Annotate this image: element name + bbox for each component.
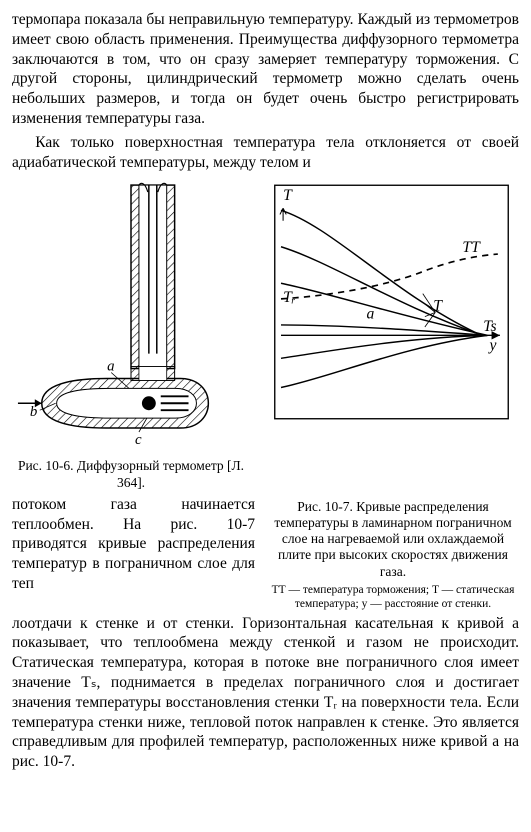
label-c: c [135,432,142,448]
paragraph-3b: лоотдачи к стенке и от стенки. Горизонта… [12,614,519,773]
fig-10-7-caption-main: Рис. 10-7. Кривые распределения температ… [274,499,511,579]
label-Ts: Ts [483,318,496,335]
figure-10-7-image: T y Tᵣ TТ a [264,179,519,431]
label-a: a [107,358,114,374]
wrap-block: Рис. 10-7. Кривые распределения температ… [12,495,519,614]
paragraph-1: термопара показала бы неправильную темпе… [12,10,519,129]
label-a2: a [366,305,374,322]
paragraph-2: Как только поверхностная температура тел… [12,133,519,173]
figure-10-7-caption: Рис. 10-7. Кривые распределения температ… [267,499,519,612]
figure-10-6: a b c Рис. 10-6. Диффузорный термометр [… [12,179,250,491]
figure-10-6-caption: Рис. 10-6. Диффузорный термометр [Л. 364… [12,458,250,490]
figure-10-7-caption-block: Рис. 10-7. Кривые распределения температ… [267,495,519,612]
figure-10-7: T y Tᵣ TТ a [264,179,519,491]
figure-row: a b c Рис. 10-6. Диффузорный термометр [… [12,179,519,491]
label-b: b [30,404,37,420]
axis-T: T [283,186,293,203]
figure-10-6-image: a b c [12,179,250,455]
axis-y: y [487,337,496,354]
label-TT: TТ [462,239,481,256]
fig-10-7-caption-sub: TТ — температура торможения; T — стати­ч… [267,583,519,612]
